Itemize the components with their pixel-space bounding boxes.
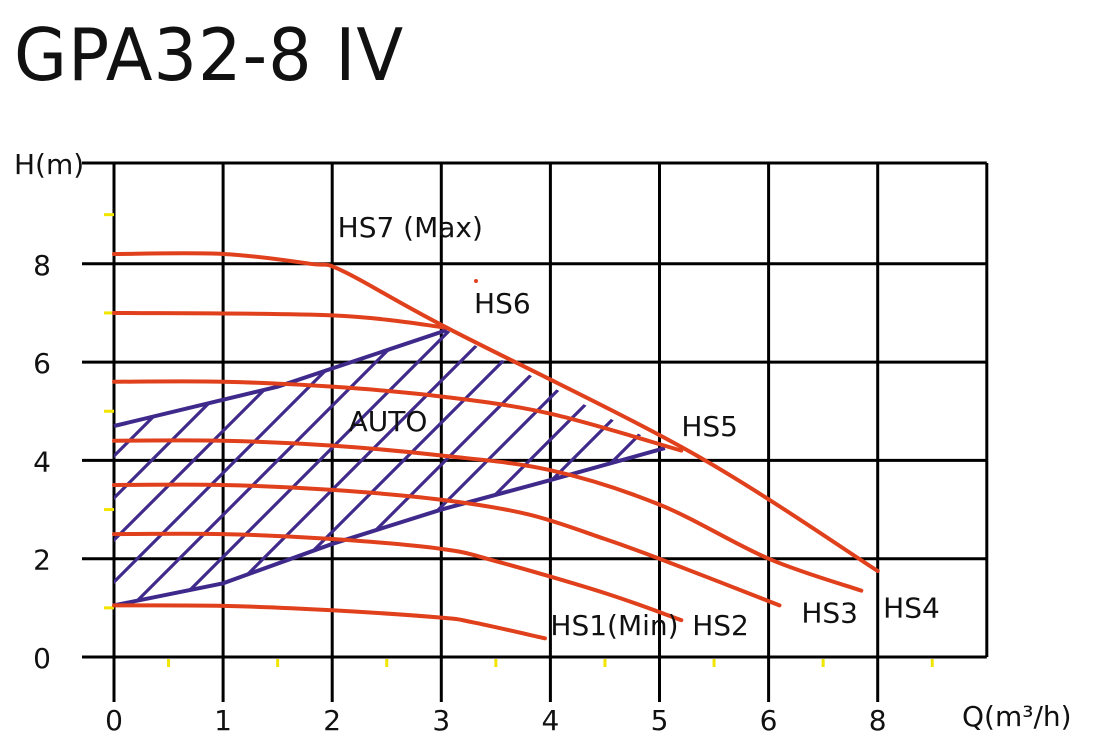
annotation-hs1-min: HS1(Min) <box>550 609 678 642</box>
x-tick-label: 4 <box>541 704 559 737</box>
hatch-line <box>0 140 94 700</box>
hatch-line <box>330 330 665 606</box>
hatch-line <box>114 330 138 606</box>
x-tick-label: 1 <box>214 704 232 737</box>
annotation-auto: AUTO <box>349 405 428 438</box>
hatch-line <box>1088 140 1097 700</box>
hatch-line <box>114 330 432 606</box>
curve-hs6 <box>112 310 449 330</box>
x-tick-label: 8 <box>869 704 887 737</box>
curve-hs1-min <box>112 603 547 641</box>
y-tick-label: 4 <box>33 445 51 478</box>
hatch-line <box>246 330 665 606</box>
hatch-line <box>0 140 10 700</box>
hatch-line <box>120 330 665 606</box>
hatch-line <box>204 330 665 606</box>
hatch-line <box>1046 140 1097 700</box>
annotation-hs6: HS6 <box>474 287 531 320</box>
x-tick-label: 0 <box>105 704 123 737</box>
x-tick-label: 3 <box>432 704 450 737</box>
hatch-line <box>114 330 558 606</box>
chart-title: GPA32-8 IV <box>14 13 405 97</box>
hatch-line <box>1004 140 1097 700</box>
auto-upper-edge <box>113 328 448 428</box>
hatch-line <box>114 330 642 606</box>
x-axis-label: Q(m³/h) <box>962 700 1072 733</box>
y-tick-label: 0 <box>33 642 51 675</box>
y-tick-label: 6 <box>33 347 51 380</box>
hatch-line <box>114 330 348 606</box>
grid-lines <box>82 161 989 702</box>
hatch-line <box>114 330 600 606</box>
annotation-hs3: HS3 <box>801 597 858 630</box>
curve-hs5 <box>112 379 684 453</box>
y-tick-label: 8 <box>33 249 51 282</box>
axis-labels: 0 2 4 6 8 0 1 2 3 4 5 6 8 H(m) Q(m³/h) <box>14 148 1072 737</box>
hatch-line <box>114 330 222 606</box>
stray-dot <box>474 279 478 283</box>
y-axis-label: H(m) <box>14 148 84 181</box>
hatch-line <box>162 330 665 606</box>
x-tick-label: 5 <box>651 704 669 737</box>
curve-annotations: HS7 (Max) HS6 AUTO HS5 HS4 HS3 HS2 HS1(Min) <box>338 211 940 642</box>
hatch-line <box>836 140 1097 700</box>
auto-region <box>0 140 1097 700</box>
annotation-hs7-max: HS7 (Max) <box>338 211 483 244</box>
hatch-line <box>114 330 516 606</box>
curve-hs4 <box>112 438 864 593</box>
hatch-line <box>920 140 1097 700</box>
hatch-line <box>114 330 474 606</box>
x-tick-label: 2 <box>323 704 341 737</box>
pump-curves <box>112 251 880 641</box>
annotation-hs5: HS5 <box>681 410 738 443</box>
hatch-line <box>0 140 52 700</box>
annotation-hs2: HS2 <box>692 609 749 642</box>
curve-hs3 <box>112 482 782 608</box>
annotation-hs4: HS4 <box>883 592 940 625</box>
curve-hs2 <box>112 531 684 623</box>
y-tick-label: 2 <box>33 544 51 577</box>
curve-hs7-max <box>112 251 880 573</box>
x-tick-label: 6 <box>760 704 778 737</box>
hatch-line <box>962 140 1097 700</box>
